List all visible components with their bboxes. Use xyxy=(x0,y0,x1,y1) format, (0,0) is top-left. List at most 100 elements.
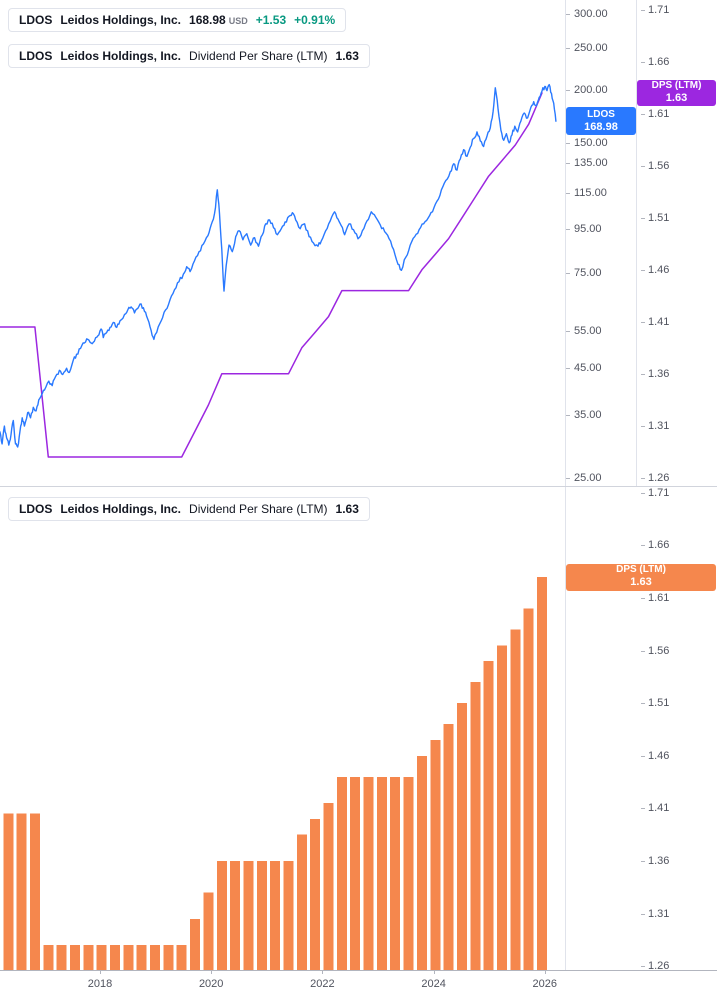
axis-tick xyxy=(641,373,645,375)
axis-tick xyxy=(566,368,570,370)
dps-tick-label: 1.41 xyxy=(648,802,670,815)
legend-company-name: Leidos Holdings, Inc. xyxy=(60,49,182,63)
legend-metric-value: 1.63 xyxy=(335,502,359,516)
dps-tick-label: 1.56 xyxy=(648,644,670,657)
axis-tick xyxy=(566,193,570,195)
dps-bar xyxy=(29,813,40,970)
price-series-legend[interactable]: LDOS Leidos Holdings, Inc. 168.98 USD +1.… xyxy=(8,8,347,32)
price-tick-label: 35.00 xyxy=(574,409,602,422)
dps-bar xyxy=(176,945,187,970)
legend-company-name: Leidos Holdings, Inc. xyxy=(60,13,182,27)
axis-tick xyxy=(641,165,645,167)
price-tick-label: 95.00 xyxy=(574,222,602,235)
dps-bar xyxy=(190,918,201,970)
dps-bar xyxy=(56,945,67,970)
dps-bar xyxy=(216,860,227,970)
price-tick-label: 55.00 xyxy=(574,324,602,337)
dps-tick-label: 1.36 xyxy=(648,854,670,867)
axis-tick xyxy=(566,48,570,50)
axis-tick xyxy=(641,477,645,479)
time-tick xyxy=(544,970,546,974)
axis-tick xyxy=(641,61,645,63)
legend-symbol: LDOS xyxy=(19,502,53,516)
time-axis-border xyxy=(0,970,717,971)
dps-axis-top[interactable]: 1.71 1.66 1.61 1.56 1.51 1.46 1.41 1.36 1.31 1.26 xyxy=(636,0,717,486)
dps-pane-plot[interactable] xyxy=(0,487,565,970)
dps-bar xyxy=(270,860,281,970)
dps-tick-label: 1.51 xyxy=(648,697,670,710)
dps-bar xyxy=(510,629,521,970)
year-label: 2018 xyxy=(87,978,113,990)
year-label: 2020 xyxy=(198,978,224,990)
dps-tick-label: 1.41 xyxy=(648,315,670,328)
dps-bar xyxy=(443,724,454,970)
dps-tick-label: 1.61 xyxy=(648,592,670,605)
dps-tick-label: 1.26 xyxy=(648,960,670,973)
dps-axis-bottom[interactable]: 1.71 1.66 1.61 1.56 1.51 1.46 1.41 1.36 1.31 1.26 xyxy=(636,487,717,973)
dps-overlay-legend[interactable]: LDOS Leidos Holdings, Inc. Dividend Per … xyxy=(8,44,370,68)
dps-bar xyxy=(96,945,107,970)
pane-divider[interactable] xyxy=(0,486,717,487)
year-label: 2024 xyxy=(421,978,446,990)
axis-tick xyxy=(566,143,570,145)
dps-bar xyxy=(416,755,427,970)
price-tick-label: 135.00 xyxy=(574,157,608,170)
axis-tick xyxy=(641,860,645,862)
price-pane-plot[interactable] xyxy=(0,0,565,486)
axis-tick xyxy=(641,492,645,494)
dps-bar xyxy=(457,703,467,970)
dps-bar xyxy=(256,860,267,970)
dps-badge-bottom: DPS (LTM) 1.63 xyxy=(566,563,716,591)
axis-tick xyxy=(641,808,645,810)
dps-bar xyxy=(230,860,241,970)
axis-tick xyxy=(641,113,645,115)
dps-tick-label: 1.31 xyxy=(648,907,670,920)
dps-tick-label: 1.56 xyxy=(648,159,670,172)
dps-bar xyxy=(483,661,494,970)
dps-tick-label: 1.26 xyxy=(648,471,670,484)
price-tick-label: 115.00 xyxy=(574,187,607,200)
legend-metric-value: 1.63 xyxy=(335,49,359,63)
dps-tick-label: 1.31 xyxy=(648,419,670,432)
legend-symbol: LDOS xyxy=(19,13,53,27)
axis-tick xyxy=(641,425,645,427)
dps-bar xyxy=(150,945,160,970)
dps-bar xyxy=(390,776,401,970)
dps-bar xyxy=(310,818,321,970)
dps-ltm-line xyxy=(0,92,543,458)
legend-price-change-percent: +0.91% xyxy=(294,13,336,27)
dps-pane-legend[interactable]: LDOS Leidos Holdings, Inc. Dividend Per … xyxy=(8,497,370,521)
axis-tick xyxy=(641,9,645,11)
axis-tick xyxy=(641,321,645,323)
dps-bar xyxy=(163,945,174,970)
dps-scale-border xyxy=(636,0,637,486)
badge-value: 1.63 xyxy=(630,576,652,589)
axis-tick xyxy=(566,477,570,479)
axis-tick xyxy=(641,545,645,547)
dps-tick-label: 1.71 xyxy=(648,3,670,16)
time-axis[interactable]: 2018 2020 2022 2024 2026 xyxy=(0,970,717,1005)
dps-tick-label: 1.46 xyxy=(648,749,670,762)
dps-bar xyxy=(403,776,414,970)
dps-bar xyxy=(523,608,534,970)
price-axis[interactable]: 300.00 250.00 200.00 150.00 135.00 115.00 95.0… xyxy=(565,0,637,486)
axis-tick xyxy=(641,217,645,219)
price-tick-label: 200.00 xyxy=(574,83,608,96)
legend-company-name: Leidos Holdings, Inc. xyxy=(60,502,182,516)
dps-bar xyxy=(336,776,347,970)
legend-metric-name: Dividend Per Share (LTM) xyxy=(189,49,328,63)
axis-tick xyxy=(641,650,645,652)
axis-tick xyxy=(566,272,570,274)
axis-tick xyxy=(641,598,645,600)
dps-tick-label: 1.46 xyxy=(648,263,670,276)
axis-tick xyxy=(566,330,570,332)
dps-badge-top: DPS (LTM) 1.63 xyxy=(637,80,716,106)
price-tick-label: 250.00 xyxy=(574,42,608,55)
dps-tick-label: 1.51 xyxy=(648,211,670,224)
badge-value: 1.63 xyxy=(665,92,688,105)
year-label: 2022 xyxy=(310,978,335,990)
price-tick-label: 75.00 xyxy=(574,266,602,279)
badge-value: 168.98 xyxy=(584,120,618,133)
dps-bar xyxy=(3,813,14,970)
dps-bar xyxy=(16,813,27,970)
